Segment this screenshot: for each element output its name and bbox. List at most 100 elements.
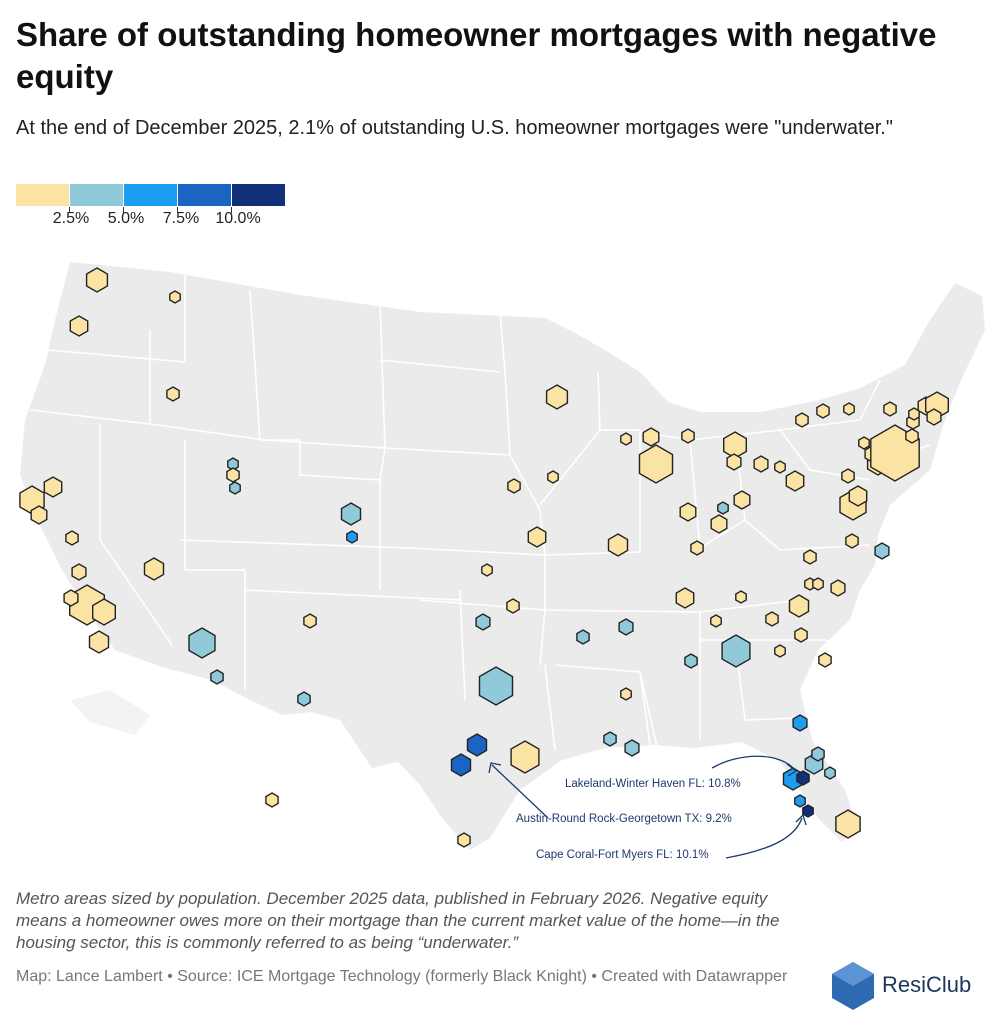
- metro-marker: [69, 315, 89, 337]
- metro-marker: [841, 468, 855, 484]
- metro-marker: [721, 634, 751, 668]
- annotation-austin: Austin-Round Rock-Georgetown TX: 9.2%: [516, 813, 732, 825]
- metro-marker: [265, 792, 279, 808]
- metro-marker: [874, 542, 890, 560]
- metro-marker: [481, 563, 493, 577]
- annotation-arrows: [491, 755, 803, 859]
- metro-marker: [812, 577, 824, 591]
- metro-marker: [340, 502, 362, 526]
- metro-marker: [803, 549, 817, 565]
- metro-marker: [30, 505, 48, 525]
- metro-marker: [457, 832, 471, 848]
- metro-marker: [848, 485, 868, 507]
- metro-marker: [753, 455, 769, 473]
- metro-marker: [830, 579, 846, 597]
- metro-marker: [210, 669, 224, 685]
- metro-marker: [824, 766, 836, 780]
- metro-marker: [733, 490, 751, 510]
- metro-marker: [765, 611, 779, 627]
- metro-marker: [681, 428, 695, 444]
- resiclub-logo-icon: [832, 962, 874, 1010]
- metro-marker: [710, 514, 728, 534]
- logo-wordmark: ResiClub: [882, 972, 972, 997]
- legend-label-2-5: 2.5%: [52, 210, 90, 227]
- annotation-capecoral: Cape Coral-Fort Myers FL: 10.1%: [536, 849, 709, 861]
- metro-marker: [71, 563, 87, 581]
- metro-marker: [802, 804, 814, 818]
- metro-marker: [188, 627, 216, 659]
- metro-marker: [785, 470, 805, 492]
- metro-marker: [792, 714, 808, 732]
- metro-marker: [166, 386, 180, 402]
- metro-marker: [620, 687, 632, 701]
- metro-marker: [843, 402, 855, 416]
- metro-marker: [85, 267, 109, 293]
- annotation-arrowheads: [488, 762, 807, 826]
- metro-marker: [624, 739, 640, 757]
- metro-marker: [527, 526, 547, 548]
- metro-marker: [450, 753, 472, 777]
- metro-marker: [835, 809, 861, 839]
- metro-marker: [675, 587, 695, 609]
- metro-markers: [19, 267, 949, 848]
- metro-marker: [794, 794, 806, 808]
- metro-marker: [788, 594, 810, 618]
- metro-marker: [811, 746, 825, 762]
- arrow-austin: [491, 764, 549, 819]
- chart-title: Share of outstanding homeowner mortgages…: [16, 16, 937, 95]
- metro-marker: [726, 453, 742, 471]
- arrow-lakeland: [711, 755, 796, 771]
- color-legend: 2.5% 5.0% 7.5% 10.0%: [16, 184, 306, 234]
- metro-marker: [547, 470, 559, 484]
- metro-marker: [507, 478, 521, 494]
- metro-marker: [297, 691, 311, 707]
- metro-marker: [710, 614, 722, 628]
- metro-marker: [684, 653, 698, 669]
- metro-marker: [618, 618, 634, 636]
- metro-marker: [816, 403, 830, 419]
- metro-marker: [905, 428, 919, 444]
- annotation-lakeland: Lakeland-Winter Haven FL: 10.8%: [565, 778, 741, 790]
- metro-marker: [346, 530, 358, 544]
- metro-marker: [717, 501, 729, 515]
- legend-swatch-3: [124, 184, 177, 206]
- metro-marker: [91, 598, 117, 626]
- metro-marker: [478, 666, 514, 706]
- metro-marker: [63, 589, 79, 607]
- metro-marker: [576, 629, 590, 645]
- metro-marker: [545, 384, 569, 410]
- metro-marker: [303, 613, 317, 629]
- metro-marker: [65, 530, 79, 546]
- metro-marker: [794, 627, 808, 643]
- metro-marker: [642, 427, 660, 447]
- metro-marker: [735, 590, 747, 604]
- metro-marker: [607, 533, 629, 557]
- metro-marker: [638, 444, 674, 484]
- us-landmass: [20, 262, 985, 850]
- legend-swatch-1: [16, 184, 69, 206]
- metro-marker: [229, 481, 241, 495]
- legend-label-5-0: 5.0%: [107, 210, 145, 227]
- metro-marker: [774, 460, 786, 474]
- metro-marker: [858, 436, 870, 450]
- metro-marker: [475, 613, 491, 631]
- credits: Map: Lance Lambert • Source: ICE Mortgag…: [16, 968, 788, 985]
- legend-swatch-5: [232, 184, 285, 206]
- chart-subtitle: At the end of December 2025, 2.1% of out…: [16, 117, 893, 139]
- metro-marker: [845, 533, 859, 549]
- resiclub-logo: ResiClub: [828, 960, 998, 1010]
- metro-marker: [143, 557, 165, 581]
- metro-marker: [679, 502, 697, 522]
- metro-marker: [226, 467, 240, 483]
- legend-swatch-4: [178, 184, 231, 206]
- legend-swatch-2: [70, 184, 123, 206]
- us-map: Lakeland-Winter Haven FL: 10.8% Austin-R…: [19, 262, 985, 861]
- metro-marker: [774, 644, 786, 658]
- metro-marker: [818, 652, 832, 668]
- metro-marker: [795, 412, 809, 428]
- baja-stub: [70, 690, 150, 735]
- footnote: Metro areas sized by population. Decembe…: [16, 889, 780, 952]
- metro-marker: [466, 733, 488, 757]
- metro-marker: [510, 740, 540, 774]
- metro-marker: [620, 432, 632, 446]
